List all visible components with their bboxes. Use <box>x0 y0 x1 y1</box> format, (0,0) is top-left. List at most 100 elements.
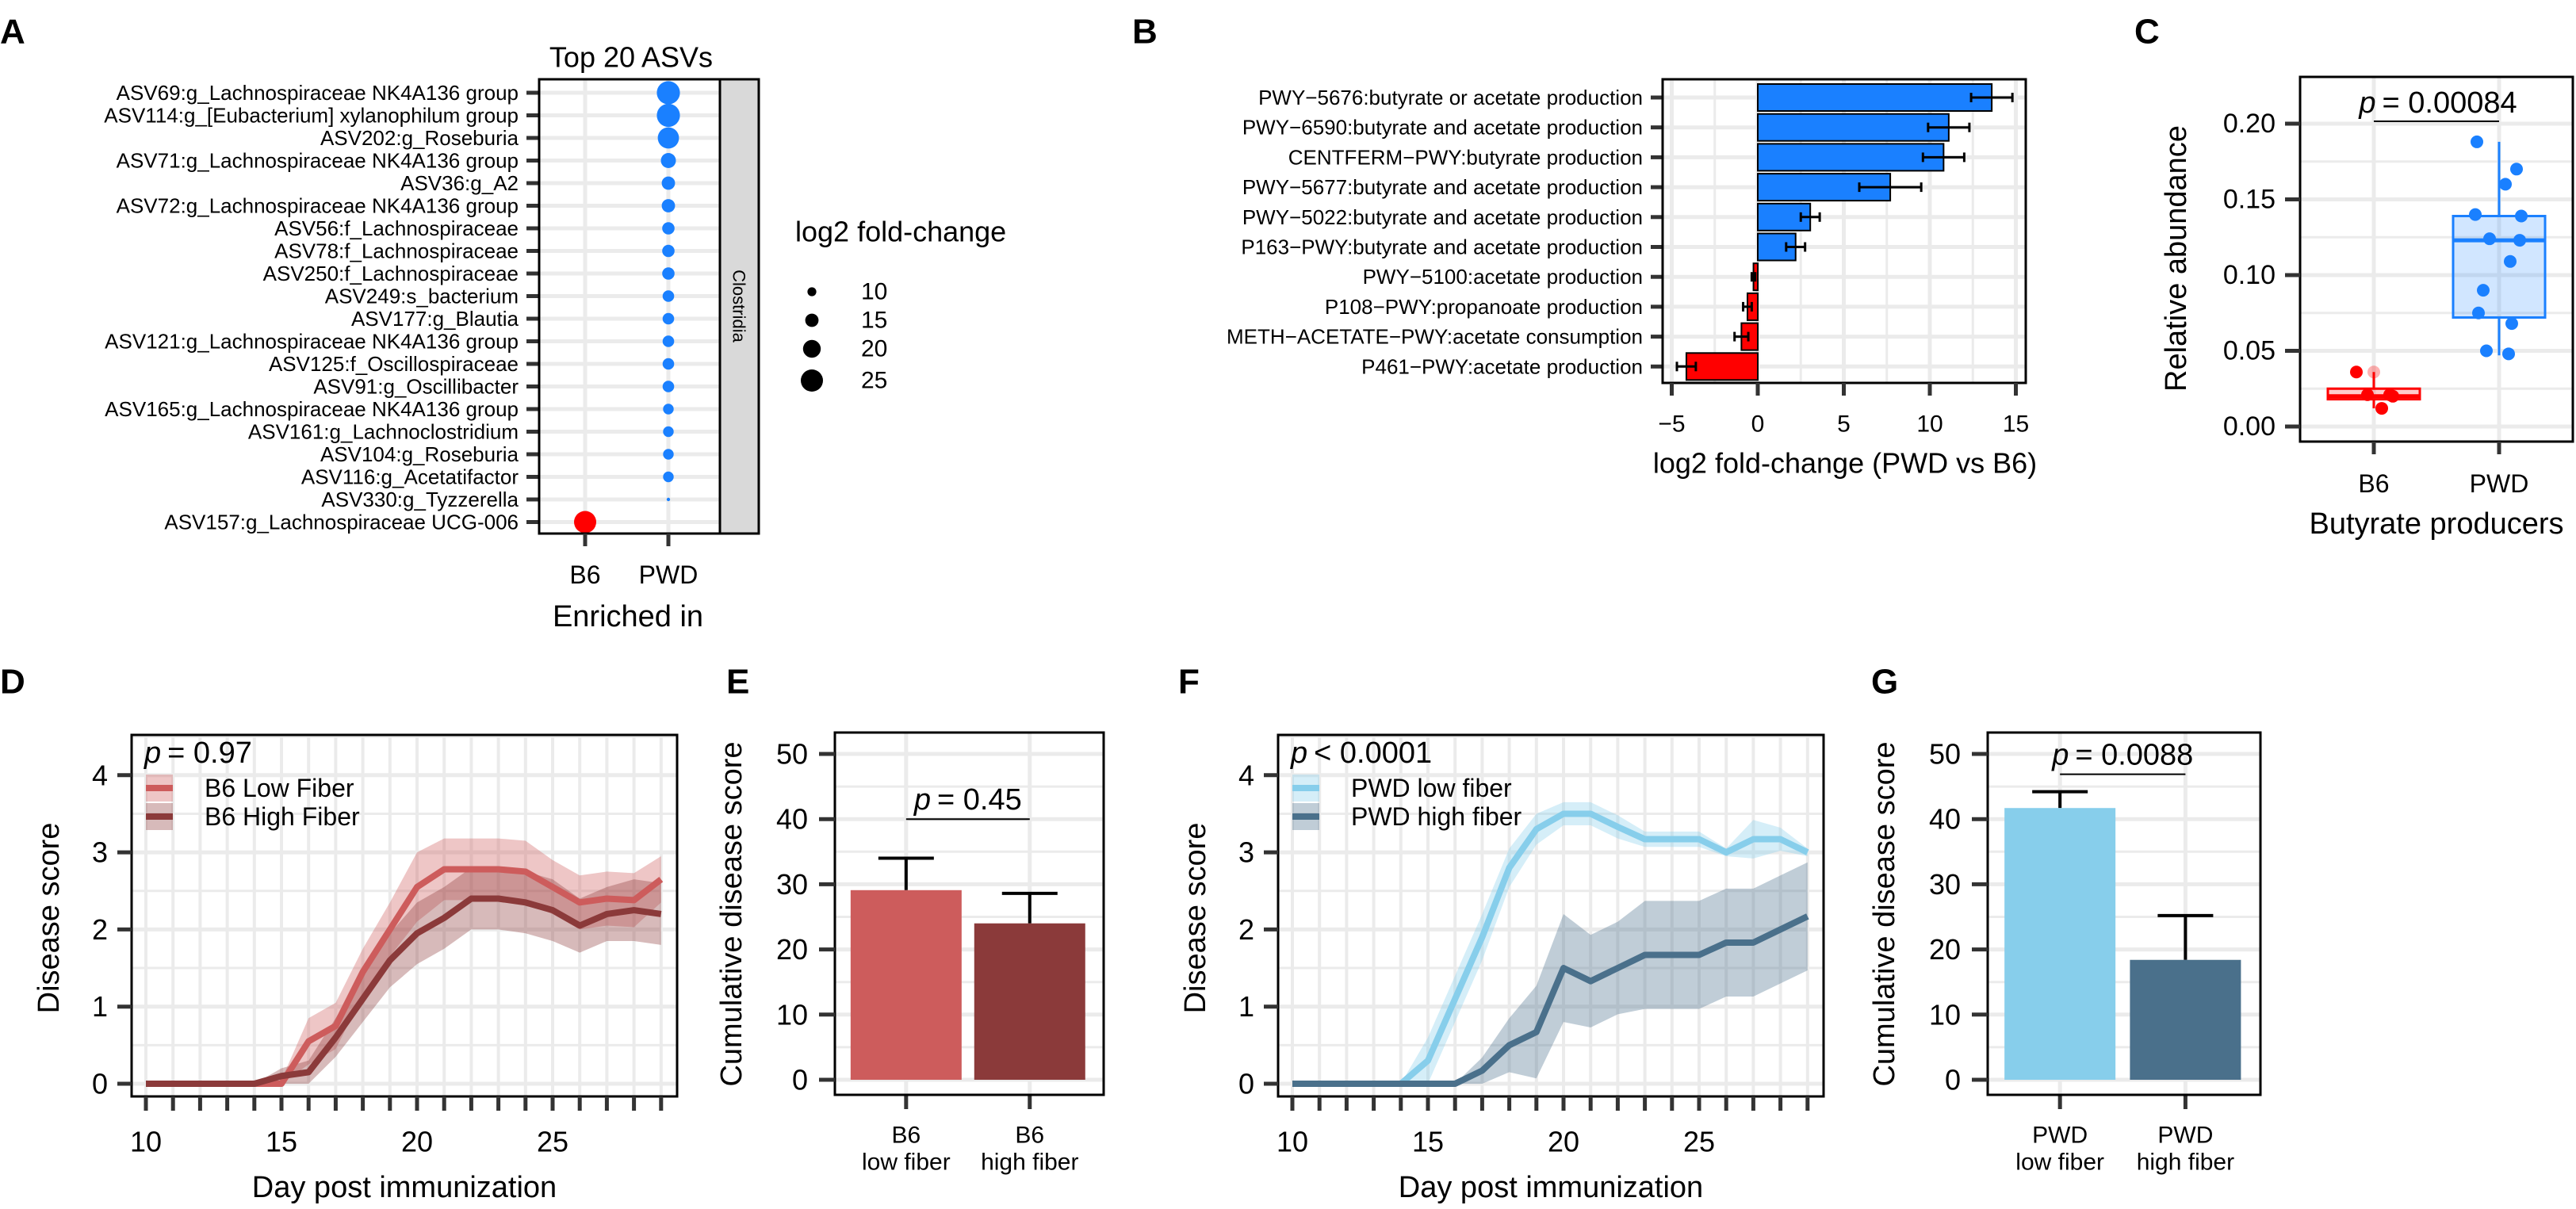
box-pwd <box>2452 135 2547 361</box>
legend-size-circle <box>805 313 819 327</box>
series-line-1 <box>1292 913 1809 1087</box>
y-axis-title: Relative abundance <box>2160 125 2193 392</box>
x-tick-label: 10 <box>130 1126 162 1158</box>
data-point <box>2387 389 2399 403</box>
category-label: PWY−5022:butyrate and acetate production <box>1242 205 1643 229</box>
dot-pwd <box>662 267 675 280</box>
y-tick-label: 0 <box>792 1064 808 1096</box>
category-label: PWY−5677:butyrate and acetate production <box>1242 175 1643 199</box>
error-bar <box>878 856 934 890</box>
bar <box>1685 352 1759 381</box>
panel-c-box-plot: 0.00 0.05 0.10 0.15 0.20 B6 PWD Relative abunda… <box>2160 75 2574 541</box>
y-tick-label: 50 <box>776 738 808 771</box>
confidence-band-1 <box>1292 862 1808 1084</box>
y-tick-label: 1 <box>92 990 108 1023</box>
data-point <box>2375 402 2388 415</box>
confidence-band-0 <box>1292 802 1808 1084</box>
x-axis-title: Butyrate producers <box>2309 507 2563 541</box>
p-text: < 0.0001 <box>1314 736 1432 770</box>
plot-border <box>2298 75 2574 443</box>
y-tick-label: 1 <box>1238 990 1254 1023</box>
legend-size-circle <box>801 369 823 392</box>
plot-background <box>132 735 677 1096</box>
dot-pwd <box>661 199 676 212</box>
x-tick-label-line1: B6 <box>1015 1123 1044 1149</box>
bar <box>1757 143 1945 172</box>
y-tick-label: 30 <box>1929 868 1961 901</box>
series-line-1 <box>146 895 662 1087</box>
row-label: ASV104:g_Roseburia <box>320 442 519 466</box>
p-symbol: p <box>2358 86 2375 120</box>
legend-label: PWD high fiber <box>1351 802 1522 831</box>
x-tick-label: 5 <box>1837 411 1851 438</box>
dot-pwd <box>662 381 675 392</box>
dot-pwd <box>660 153 676 168</box>
category-label: P461−PWY:acetate production <box>1361 354 1643 378</box>
x-axis-title: Day post immunization <box>252 1171 557 1204</box>
category-label: PWY−5100:acetate production <box>1363 265 1643 289</box>
y-tick-label: 50 <box>1929 738 1961 771</box>
data-point <box>2469 208 2482 221</box>
data-point <box>2499 178 2512 191</box>
row-label: ASV165:g_Lachnospiraceae NK4A136 group <box>105 397 519 421</box>
row-label: ASV125:f_Oscillospiraceae <box>269 352 519 376</box>
x-tick-label-line2: high fiber <box>2137 1150 2234 1176</box>
plot-border <box>130 733 679 1098</box>
y-tick-label: 0.05 <box>2223 336 2276 366</box>
legend-label: PWD low fiber <box>1351 774 1512 802</box>
x-tick-label: 25 <box>537 1126 568 1158</box>
x-tick-label: 15 <box>266 1126 297 1158</box>
p-text: = 0.00084 <box>2383 86 2517 120</box>
p-value-label: p = 0.0088 <box>2051 739 2193 772</box>
legend-size-circle <box>802 339 821 358</box>
x-tick-label: 15 <box>2003 411 2029 438</box>
p-value-label: p = 0.97 <box>144 736 252 770</box>
confidence-band-0 <box>146 838 661 1084</box>
panel-letter-a: A <box>0 13 25 52</box>
dot-pwd <box>657 127 679 149</box>
row-label: ASV161:g_Lachnoclostridium <box>248 420 519 444</box>
y-axis-title: Cumulative disease score <box>715 741 748 1086</box>
error-bar <box>2032 790 2088 809</box>
facet-strip <box>718 78 760 535</box>
x-tick-label: PWD <box>639 561 699 589</box>
y-tick-label: 0 <box>1945 1064 1961 1096</box>
error-bar <box>1799 212 1821 222</box>
y-tick-label: 30 <box>776 868 808 901</box>
row-label: ASV121:g_Lachnospiraceae NK4A136 group <box>105 330 519 354</box>
category-label: P108−PWY:propanoate production <box>1325 295 1643 319</box>
panel-letter-e: E <box>726 663 749 702</box>
plot-background <box>2300 77 2573 442</box>
y-axis-title: Cumulative disease score <box>1868 741 1901 1086</box>
data-point <box>2471 135 2483 148</box>
row-label: ASV157:g_Lachnospiraceae UCG-006 <box>164 511 519 534</box>
x-tick-label: −5 <box>1658 411 1685 438</box>
error-bar <box>1858 182 1923 193</box>
panel-letter-g: G <box>1871 663 1898 702</box>
box-b6 <box>2326 365 2421 415</box>
y-tick-label: 2 <box>92 913 108 946</box>
legend-label: B6 High Fiber <box>205 802 360 831</box>
data-point <box>2367 365 2380 379</box>
bar <box>974 923 1085 1080</box>
p-text: = 0.0088 <box>2075 739 2193 772</box>
y-tick-label: 20 <box>1929 933 1961 966</box>
x-tick-label: 20 <box>401 1126 433 1158</box>
plot-border <box>1986 731 2262 1096</box>
p-symbol: p <box>1290 736 1307 770</box>
plot-border <box>1277 733 1825 1098</box>
p-text: = 0.45 <box>937 783 1022 817</box>
facet-strip-label: Clostridia <box>729 270 749 342</box>
x-tick-label: 15 <box>1412 1126 1444 1158</box>
error-bar <box>2157 913 2214 960</box>
p-symbol: p <box>2051 739 2069 772</box>
p-value-label: p < 0.0001 <box>1290 736 1432 770</box>
p-symbol: p <box>913 783 931 817</box>
legend-size-label: 15 <box>861 308 887 334</box>
y-tick-label: 10 <box>1929 998 1961 1031</box>
row-label: ASV177:g_Blautia <box>351 307 519 331</box>
data-point <box>2504 254 2517 268</box>
x-tick-label: 0 <box>1751 411 1765 438</box>
